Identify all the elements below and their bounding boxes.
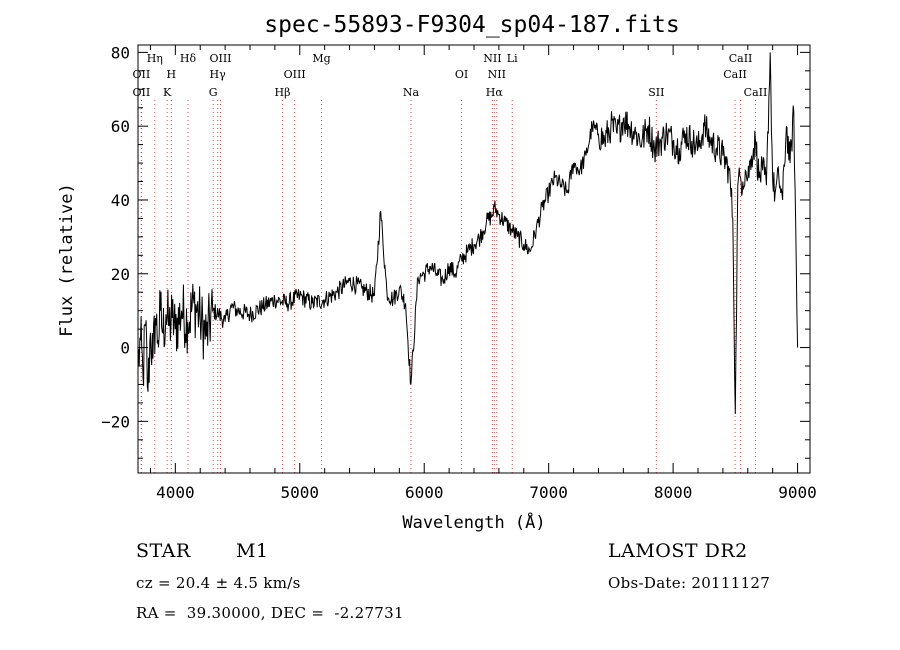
line-marker-label: Hγ [210,68,227,81]
x-tick-label: 4000 [156,483,195,502]
line-marker-label: OII [133,68,151,81]
redshift-text: cz = 20.4 ± 4.5 km/s [136,574,301,592]
line-marker-label: SII [648,86,664,99]
y-tick-label: 40 [111,191,130,210]
line-marker-label: Hα [486,86,504,99]
y-tick-label: 0 [120,339,130,358]
x-tick-label: 8000 [654,483,693,502]
chart-title: spec-55893-F9304_sp04-187.fits [264,12,679,38]
x-axis-label: Wavelength (Å) [402,511,545,533]
line-marker-label: Na [403,86,420,99]
subclass: M1 [236,540,269,562]
spectrum-series [137,52,799,415]
y-axis-label: Flux (relative) [57,183,77,337]
line-marker-label: H [167,68,177,81]
line-marker-label: Mg [312,52,330,65]
x-tick-label: 6000 [405,483,444,502]
y-tick-label: −20 [101,412,130,431]
axis-ticks: 4000 5000 6000 7000 8000 9000 −20 0 20 40 60 80 [101,43,817,502]
line-marker-label: Li [507,52,518,65]
line-marker-label: Hη [147,52,163,65]
coordinates-text: RA = 39.30000, DEC = -2.27731 [136,604,404,622]
line-marker-label: K [163,86,172,99]
line-marker-label: OIII [284,68,306,81]
survey-name: LAMOST DR2 [608,540,748,562]
obs-date-text: Obs-Date: 20111127 [608,574,771,592]
line-marker-label: CaII [729,52,753,65]
object-class: STAR [136,540,191,562]
line-marker-label: G [209,86,218,99]
x-tick-label: 7000 [529,483,568,502]
y-tick-label: 80 [111,43,130,62]
spectral-line-markers: OIIOIIHηKHHδGHγOIIIHβOIIIMgNaOINIIHαNIIL… [133,52,768,473]
line-marker-label: Hβ [275,86,291,99]
line-marker-label: OIII [209,52,231,65]
y-tick-label: 20 [111,265,130,284]
line-marker-label: OI [455,68,468,81]
line-marker-label: Hδ [180,52,197,65]
line-marker-label: OII [133,86,151,99]
line-marker-label: CaII [744,86,768,99]
x-tick-label: 9000 [778,483,817,502]
line-marker-label: CaII [723,68,747,81]
line-marker-label: NII [488,68,506,81]
line-marker-label: NII [483,52,501,65]
plot-frame [137,44,811,474]
x-tick-label: 5000 [281,483,320,502]
y-tick-label: 60 [111,117,130,136]
spectrum-line [137,52,799,415]
